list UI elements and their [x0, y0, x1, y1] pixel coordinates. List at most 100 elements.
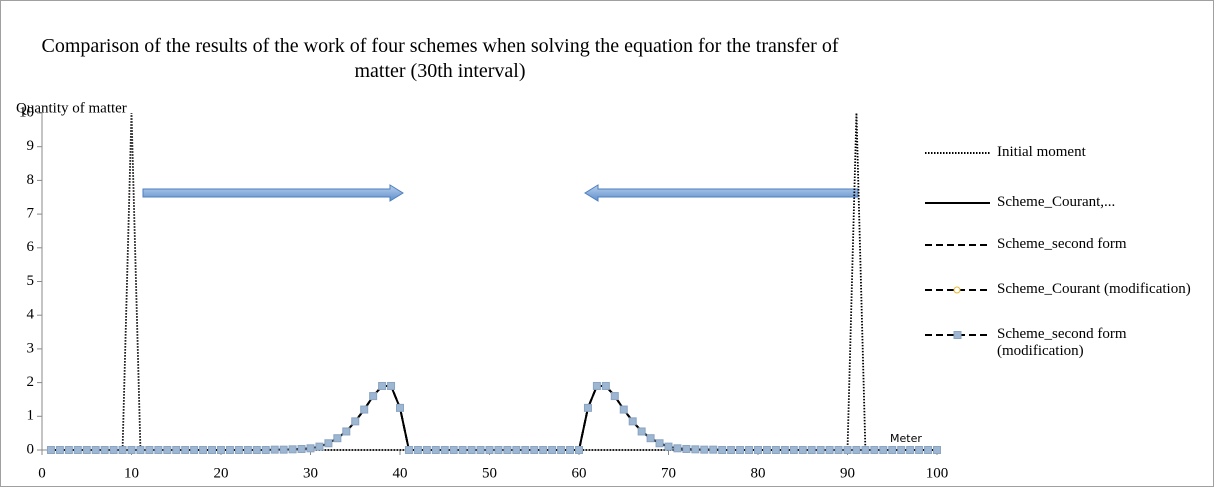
- legend-label: Initial moment: [997, 144, 1086, 160]
- marker: [843, 446, 852, 454]
- marker: [404, 446, 413, 454]
- marker: [780, 446, 789, 454]
- marker: [378, 381, 387, 390]
- marker: [575, 446, 583, 454]
- marker: [190, 446, 199, 454]
- marker: [154, 446, 163, 454]
- marker: [252, 446, 261, 454]
- y-tick-label: 7: [27, 206, 35, 222]
- marker: [897, 446, 906, 454]
- marker: [261, 446, 270, 454]
- marker: [530, 446, 539, 454]
- marker: [387, 381, 396, 390]
- marker: [816, 446, 825, 454]
- arrow-left: [584, 184, 859, 202]
- marker: [91, 446, 100, 454]
- series-line: [50, 385, 937, 451]
- marker: [127, 446, 136, 454]
- marker: [270, 445, 279, 454]
- y-tick-label: 8: [27, 172, 35, 188]
- marker: [691, 445, 700, 454]
- marker: [601, 381, 610, 390]
- marker: [288, 445, 297, 454]
- marker: [279, 445, 288, 454]
- marker: [771, 446, 780, 454]
- legend-label: Scheme_second form: [997, 236, 1127, 252]
- marker: [55, 446, 64, 454]
- marker: [521, 446, 530, 454]
- y-tick-label: 9: [27, 138, 35, 154]
- legend-marker: [953, 331, 962, 339]
- marker: [208, 446, 217, 454]
- y-axis-label: Quantity of matter: [16, 100, 127, 116]
- marker: [637, 427, 646, 436]
- marker: [333, 434, 342, 443]
- y-tick-label: 6: [27, 239, 35, 255]
- marker: [736, 446, 745, 454]
- x-tick-label: 30: [303, 465, 318, 481]
- marker: [297, 444, 306, 453]
- marker: [136, 446, 145, 454]
- marker: [449, 446, 458, 454]
- marker: [172, 446, 181, 454]
- marker: [592, 381, 601, 390]
- marker: [342, 427, 351, 436]
- marker: [64, 446, 73, 454]
- marker: [225, 446, 234, 454]
- marker: [834, 446, 843, 454]
- marker: [673, 444, 682, 453]
- marker: [789, 446, 798, 454]
- x-axis-label: Meter: [890, 432, 922, 445]
- x-tick-label: 50: [482, 465, 497, 481]
- marker: [682, 444, 691, 453]
- x-tick-label: 20: [214, 465, 229, 481]
- marker: [664, 442, 673, 451]
- marker: [485, 446, 494, 454]
- marker: [324, 439, 333, 448]
- marker: [512, 446, 521, 454]
- x-tick-label: 90: [840, 465, 855, 481]
- marker: [118, 446, 127, 454]
- marker: [100, 446, 109, 454]
- y-tick-label: 10: [19, 104, 34, 120]
- marker: [234, 446, 243, 454]
- legend-label: Scheme_second form (modification): [997, 326, 1127, 359]
- x-tick-label: 70: [661, 465, 676, 481]
- marker: [915, 446, 924, 454]
- marker: [933, 446, 941, 454]
- series-line: [50, 385, 937, 451]
- marker: [745, 446, 754, 454]
- marker: [181, 446, 190, 454]
- y-tick-label: 3: [27, 340, 35, 356]
- marker: [476, 446, 485, 454]
- marker: [709, 445, 718, 454]
- marker: [396, 403, 404, 412]
- x-tick-label: 100: [926, 465, 949, 481]
- series-line: [50, 385, 937, 451]
- x-tick-label: 10: [124, 465, 139, 481]
- legend-label: Scheme_Courant,...: [997, 194, 1116, 210]
- x-tick-label: 60: [572, 465, 587, 481]
- marker: [870, 446, 879, 454]
- marker: [431, 446, 440, 454]
- marker: [440, 446, 449, 454]
- marker: [306, 444, 315, 453]
- marker: [718, 446, 727, 454]
- series-line: [50, 112, 937, 451]
- marker: [852, 446, 861, 454]
- marker: [494, 446, 503, 454]
- marker: [583, 403, 592, 412]
- marker: [539, 446, 548, 454]
- marker: [619, 405, 628, 414]
- marker: [557, 446, 566, 454]
- marker: [199, 446, 208, 454]
- marker: [351, 417, 360, 426]
- marker: [82, 446, 91, 454]
- marker: [413, 446, 422, 454]
- series-line: [50, 384, 937, 451]
- marker: [655, 439, 664, 448]
- marker: [924, 446, 933, 454]
- marker: [566, 446, 575, 454]
- marker: [109, 446, 118, 454]
